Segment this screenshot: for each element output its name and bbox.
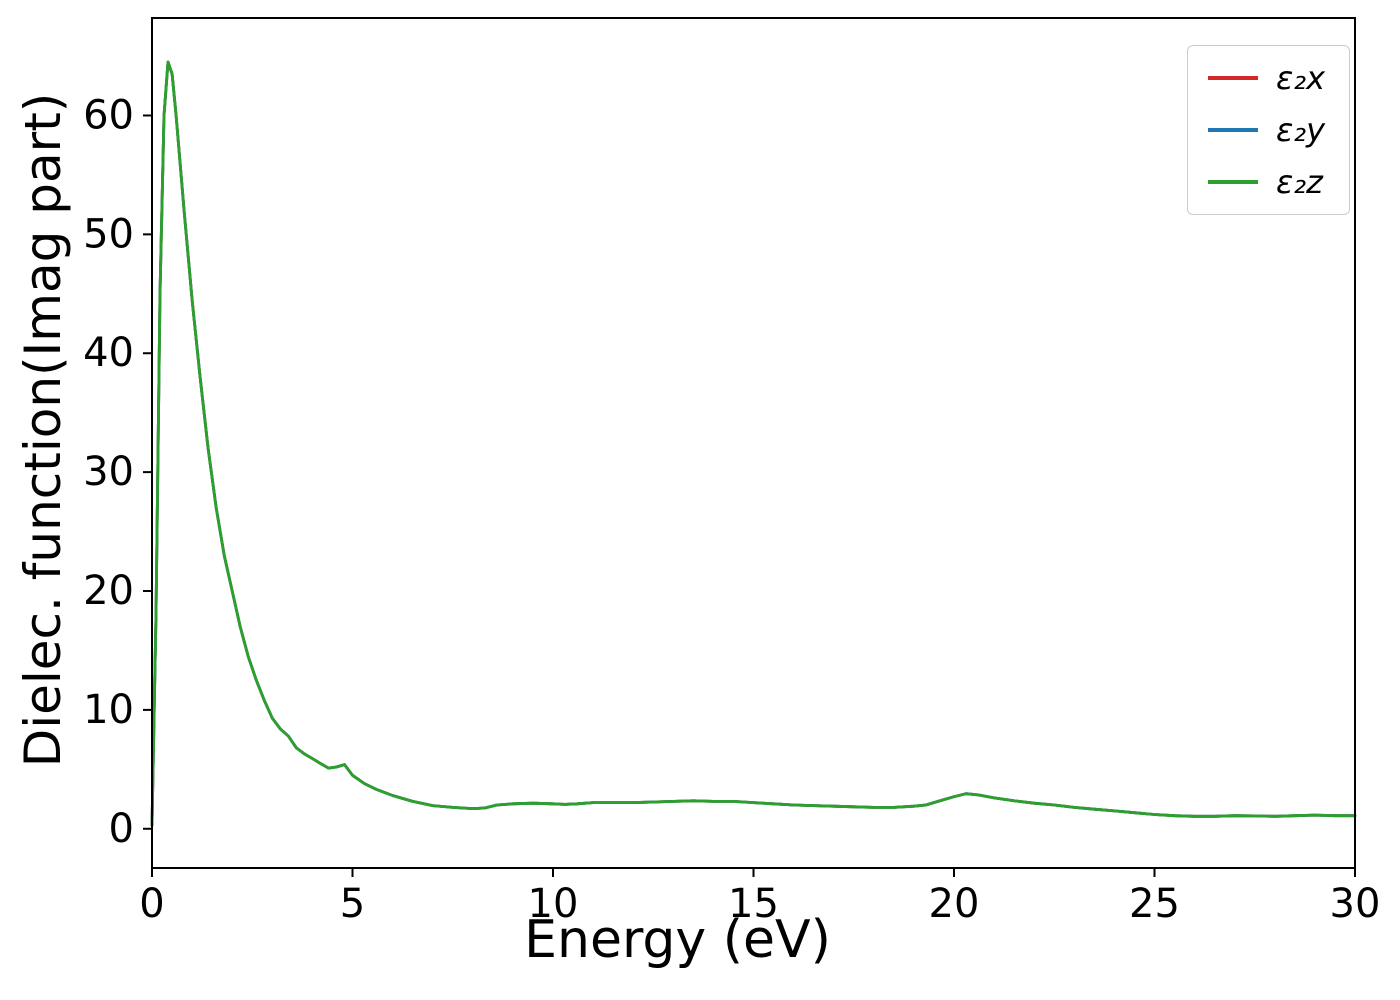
legend-entry-3: ε₂z bbox=[1207, 163, 1325, 201]
x-tick-label: 20 bbox=[929, 881, 980, 927]
legend-entry-2: ε₂y bbox=[1207, 111, 1325, 149]
legend-entry-1: ε₂x bbox=[1207, 59, 1325, 97]
legend-entry-label: ε₂x bbox=[1275, 59, 1325, 97]
x-tick-label: 30 bbox=[1330, 881, 1381, 927]
y-tick-label: 0 bbox=[109, 806, 134, 852]
x-tick-label: 15 bbox=[728, 881, 779, 927]
legend-line-swatch bbox=[1207, 180, 1258, 184]
x-tick-label: 10 bbox=[528, 881, 579, 927]
legend: ε₂x ε₂y ε₂z bbox=[1186, 45, 1350, 215]
legend-entry-label: ε₂z bbox=[1275, 163, 1323, 201]
x-tick-label: 0 bbox=[139, 881, 164, 927]
series-line-3 bbox=[150, 60, 1357, 827]
series-line-2 bbox=[150, 60, 1357, 827]
legend-entry-label: ε₂y bbox=[1275, 111, 1325, 149]
x-axis-label: Energy (eV) bbox=[524, 910, 831, 970]
y-tick-label: 40 bbox=[83, 330, 134, 376]
axes-spines bbox=[151, 17, 1356, 869]
legend-line-swatch bbox=[1207, 76, 1258, 80]
y-tick-label: 20 bbox=[83, 568, 134, 614]
y-tick-label: 60 bbox=[83, 92, 134, 138]
y-tick-label: 10 bbox=[83, 687, 134, 733]
x-tick-label: 25 bbox=[1129, 881, 1180, 927]
y-axis-label: Dielec. function(Imag part) bbox=[14, 92, 72, 768]
y-tick-label: 30 bbox=[83, 449, 134, 495]
y-tick-label: 50 bbox=[83, 211, 134, 257]
x-tick-label: 5 bbox=[340, 881, 365, 927]
series-line-1 bbox=[150, 60, 1357, 827]
legend-line-swatch bbox=[1207, 128, 1258, 132]
